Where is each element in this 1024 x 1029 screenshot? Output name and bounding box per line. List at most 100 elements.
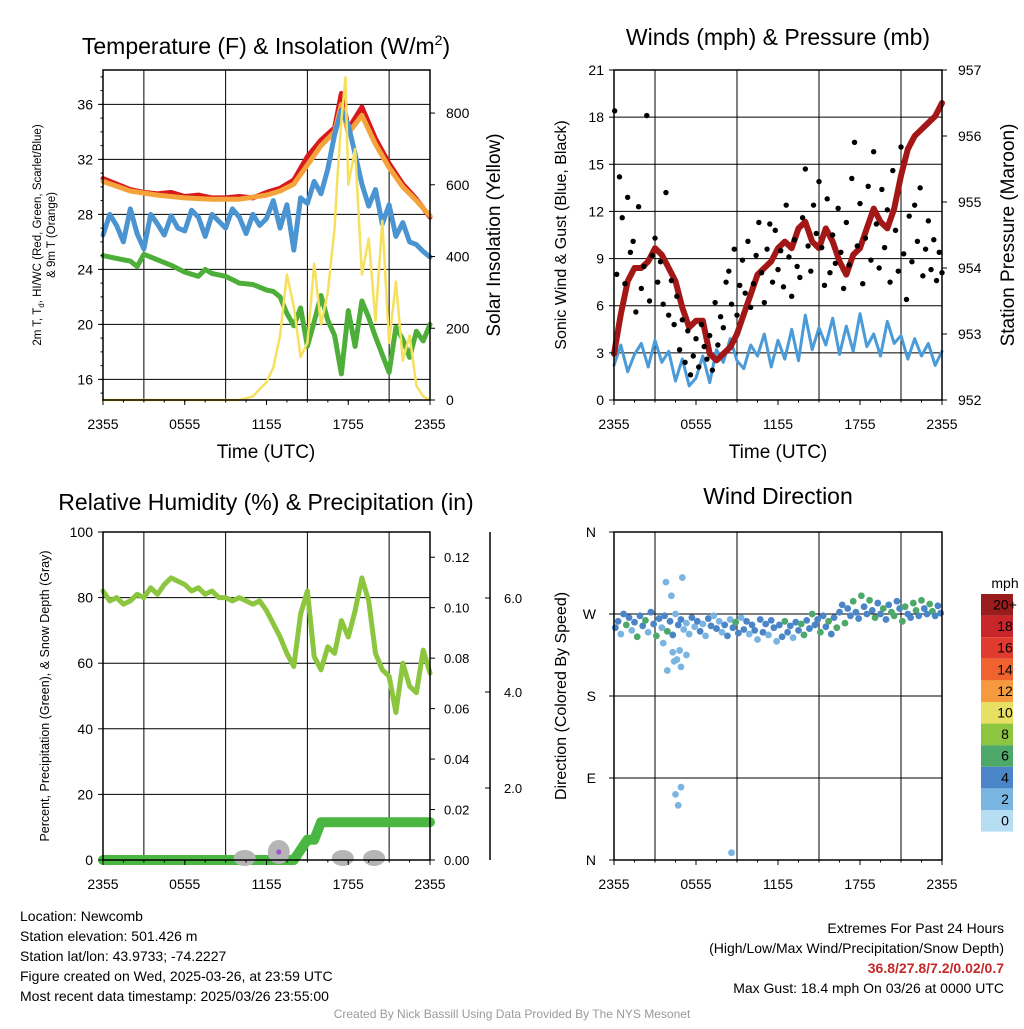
direction-point xyxy=(614,617,622,625)
winds-plot-frame xyxy=(613,69,943,401)
temperature-ytick-label: 28 xyxy=(77,206,93,222)
winds-y2tick-label: 957 xyxy=(958,62,982,78)
gust-point xyxy=(652,235,658,241)
gust-point xyxy=(739,257,746,263)
direction-point xyxy=(683,651,690,659)
gust-point xyxy=(753,252,759,259)
speed-legend-swatch xyxy=(981,637,1013,659)
direction-point xyxy=(680,626,688,633)
snow-depth-marker xyxy=(276,849,282,855)
recent-timestamp: Most recent data timestamp: 2025/03/26 2… xyxy=(20,988,329,1004)
direction-point xyxy=(676,647,683,654)
gust-point xyxy=(619,215,625,221)
direction-point xyxy=(800,631,808,639)
gust-point xyxy=(731,246,737,252)
temperature-y2tick-label: 800 xyxy=(446,105,470,121)
direction-point xyxy=(674,801,682,809)
precip-tick-label: 0.10 xyxy=(444,601,469,616)
gust-point xyxy=(909,259,915,265)
direction-point xyxy=(937,609,945,617)
speed-legend-swatch xyxy=(981,658,1013,681)
temperature-ytick-label: 36 xyxy=(77,96,93,112)
winds-grid xyxy=(614,69,942,401)
direction-point xyxy=(677,783,685,791)
humidity-ytick-label: 20 xyxy=(77,786,93,802)
direction-point xyxy=(844,605,852,612)
gust-point xyxy=(764,246,770,252)
direction-xtick-label: 2355 xyxy=(598,876,629,892)
direction-xtick-label: 1755 xyxy=(844,876,875,892)
direction-series xyxy=(611,574,945,857)
gust-point xyxy=(860,281,866,287)
gust-point xyxy=(780,284,787,290)
speed-legend-label: 2 xyxy=(1001,791,1009,807)
direction-point xyxy=(715,617,723,625)
gust-point xyxy=(783,202,789,208)
gust-point xyxy=(638,285,645,292)
direction-point xyxy=(863,610,871,618)
winds-xtick-label: 1155 xyxy=(763,416,793,432)
precip-tick-label: 0.02 xyxy=(444,803,469,818)
direction-point xyxy=(625,614,633,622)
gust-point xyxy=(728,301,735,307)
gust-point xyxy=(854,243,860,249)
gust-point xyxy=(767,221,773,227)
direction-point xyxy=(662,578,670,586)
humidity-ytick-label: 60 xyxy=(77,655,93,671)
direction-point xyxy=(628,627,636,634)
direction-point xyxy=(652,632,660,640)
station-location: Location: Newcomb xyxy=(20,908,143,924)
gust-point xyxy=(649,252,655,259)
gust-point xyxy=(635,204,642,210)
gust-point xyxy=(838,249,844,255)
direction-point xyxy=(830,614,838,622)
gust-point xyxy=(865,183,871,189)
gust-point xyxy=(786,254,792,260)
winds-ylabel: Sonic Wind & Gust (Blue, Black) xyxy=(553,120,570,349)
gust-point xyxy=(824,196,830,202)
gust-point xyxy=(726,268,732,274)
winds-y2tick-label: 952 xyxy=(958,392,982,408)
direction-point xyxy=(707,622,715,630)
direction-point xyxy=(909,599,917,607)
gust-point xyxy=(624,194,631,200)
gust-point xyxy=(788,293,795,299)
direction-point xyxy=(879,605,887,612)
gust-point xyxy=(810,202,817,208)
direction-point xyxy=(620,610,627,618)
gust-point xyxy=(816,178,822,185)
gust-point xyxy=(920,273,926,279)
humidity-ytick-label: 80 xyxy=(77,590,93,606)
gust-point xyxy=(835,205,841,211)
direction-point xyxy=(678,574,686,581)
temperature-xtick-label: 1755 xyxy=(333,416,364,432)
direction-point xyxy=(920,605,928,612)
winds-axes: 0 3 6 9 12 15 18 21 952 953 954 955 956 957 2355 0555 11… xyxy=(588,62,981,432)
gust-point xyxy=(709,367,716,373)
direction-point xyxy=(803,616,811,624)
humidity-title: Relative Humidity (%) & Precipitation (i… xyxy=(58,489,473,515)
direction-point xyxy=(784,628,791,636)
gust-point xyxy=(720,325,727,331)
gust-point xyxy=(791,237,798,243)
direction-point xyxy=(814,616,822,623)
direction-point xyxy=(756,616,764,623)
gust-point xyxy=(911,202,918,208)
gust-point xyxy=(750,281,757,287)
credit-line: Created By Nick Bassill Using Data Provi… xyxy=(333,1007,691,1021)
direction-point xyxy=(765,631,772,639)
gust-point xyxy=(663,189,669,196)
direction-point xyxy=(868,606,876,614)
winds-xlabel: Time (UTC) xyxy=(729,442,828,463)
gust-point xyxy=(772,227,778,233)
winds-ytick-label: 0 xyxy=(596,392,604,408)
direction-point xyxy=(699,620,707,628)
gust-point xyxy=(808,268,814,274)
humidity-ytick-label: 40 xyxy=(77,721,93,737)
precip-tick-label: 0.06 xyxy=(444,702,469,717)
gust-point xyxy=(797,274,803,281)
direction-point xyxy=(685,630,693,638)
direction-point xyxy=(912,606,920,614)
gust-point xyxy=(933,277,940,284)
